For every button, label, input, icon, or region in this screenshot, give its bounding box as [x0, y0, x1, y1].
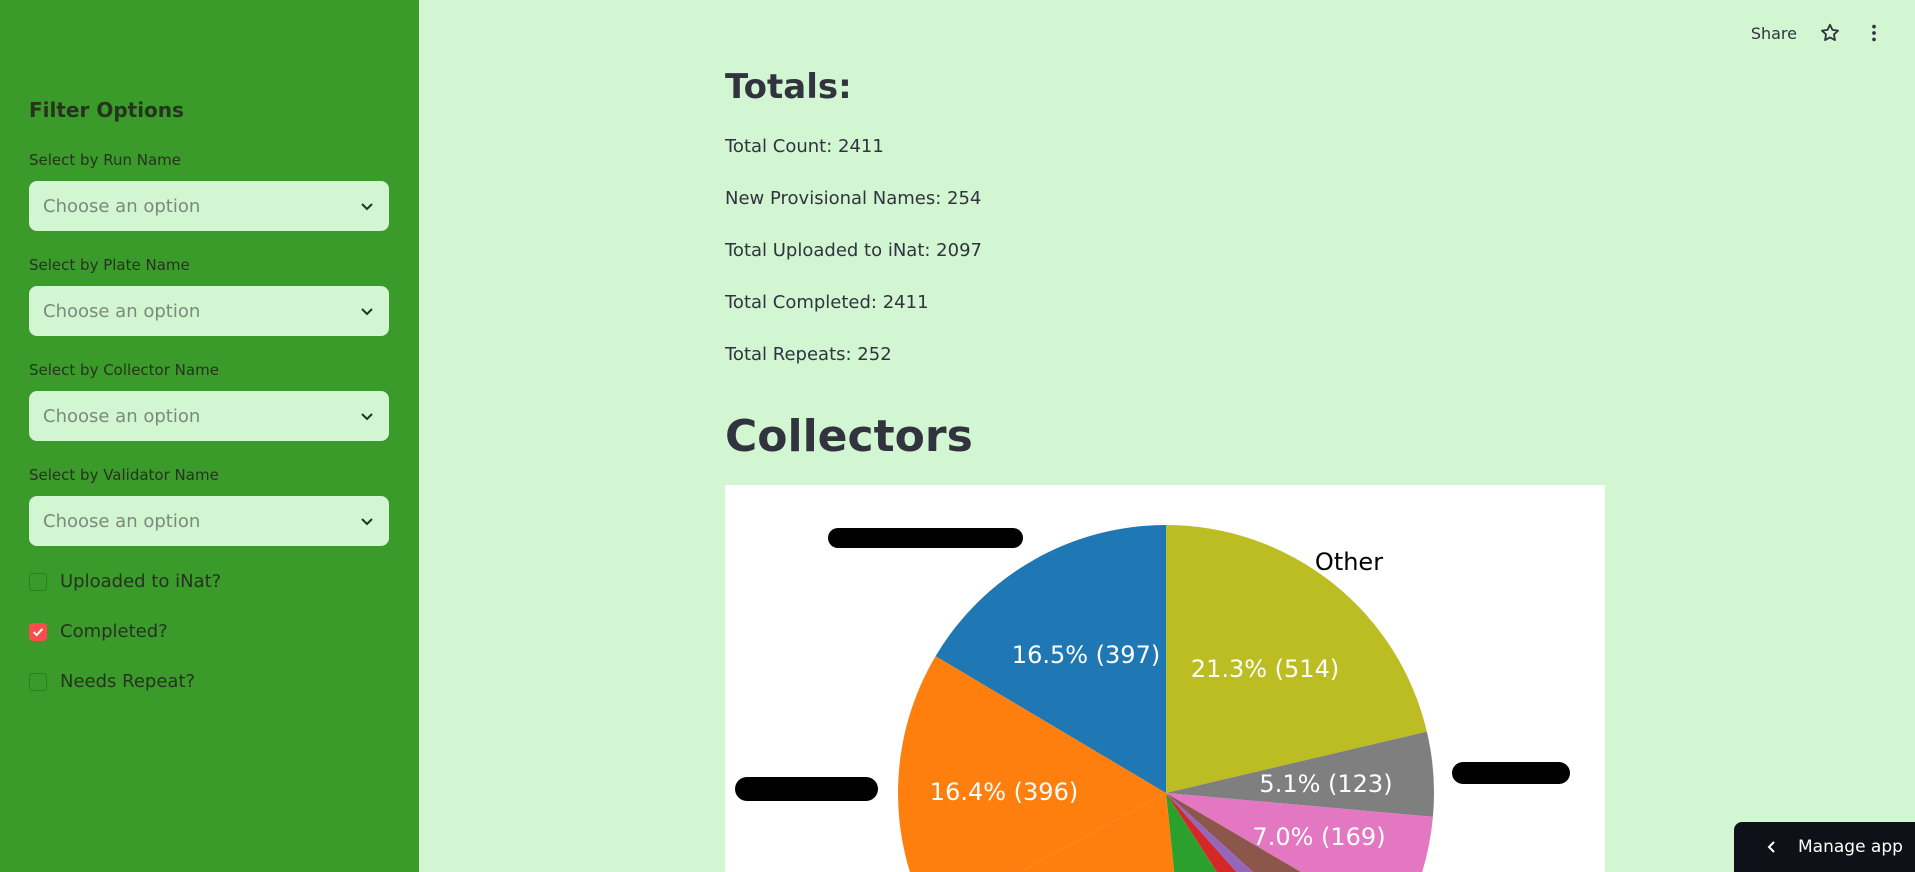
pie-slice-2	[1166, 793, 1433, 872]
label-gray-pct: 5.1% (123)	[1259, 770, 1392, 798]
chevron-down-icon	[361, 518, 373, 526]
sidebar-title: Filter Options	[29, 98, 184, 122]
collector-name-placeholder: Choose an option	[43, 405, 201, 427]
run-name-placeholder: Choose an option	[43, 195, 201, 217]
redaction-mark	[735, 777, 878, 801]
plate-name-label: Select by Plate Name	[29, 256, 190, 274]
sidebar: Filter Options Select by Run Name Choose…	[0, 0, 419, 872]
pie-slice-7	[1019, 793, 1175, 872]
chevron-down-icon	[361, 413, 373, 421]
needs-repeat-checkbox-row[interactable]: Needs Repeat?	[29, 671, 195, 692]
more-vertical-icon[interactable]	[1863, 22, 1885, 44]
run-name-label: Select by Run Name	[29, 151, 181, 169]
validator-name-select[interactable]: Choose an option	[29, 496, 389, 546]
uploaded-checkbox-label: Uploaded to iNat?	[60, 571, 222, 592]
collectors-pie-chart: 21.3% (514) 5.1% (123) 7.0% (169) 16.4% …	[725, 485, 1605, 872]
needs-repeat-checkbox[interactable]	[29, 672, 47, 691]
share-button[interactable]: Share	[1750, 23, 1797, 43]
validator-name-placeholder: Choose an option	[43, 510, 201, 532]
chevron-down-icon	[361, 308, 373, 316]
redaction-mark	[828, 528, 1023, 548]
collector-name-label: Select by Collector Name	[29, 361, 219, 379]
redaction-mark	[1452, 762, 1570, 784]
label-orange-pct: 16.4% (396)	[930, 778, 1078, 806]
plate-name-placeholder: Choose an option	[43, 300, 201, 322]
pie-slice-8	[898, 656, 1166, 872]
plate-name-select[interactable]: Choose an option	[29, 286, 389, 336]
stat-completed: Total Completed: 2411	[725, 292, 929, 313]
label-other: Other	[1315, 548, 1383, 576]
label-blue-pct: 16.5% (397)	[1012, 641, 1160, 669]
stat-uploaded: Total Uploaded to iNat: 2097	[725, 240, 982, 261]
totals-heading: Totals:	[725, 67, 852, 107]
collector-name-select[interactable]: Choose an option	[29, 391, 389, 441]
validator-name-label: Select by Validator Name	[29, 466, 219, 484]
completed-checkbox-row[interactable]: Completed?	[29, 621, 168, 642]
stat-new-provisional: New Provisional Names: 254	[725, 188, 982, 209]
stat-total-count: Total Count: 2411	[725, 136, 884, 157]
uploaded-checkbox-row[interactable]: Uploaded to iNat?	[29, 571, 221, 592]
completed-checkbox-label: Completed?	[60, 621, 168, 642]
label-other-pct: 21.3% (514)	[1191, 655, 1339, 683]
pie-slice-6	[1166, 793, 1217, 872]
needs-repeat-checkbox-label: Needs Repeat?	[60, 671, 196, 692]
collectors-heading: Collectors	[725, 411, 973, 462]
completed-checkbox[interactable]	[29, 622, 47, 641]
chevron-down-icon	[361, 203, 373, 211]
pie-slice-9	[935, 525, 1166, 793]
pie-slice-5	[1166, 793, 1237, 872]
star-icon[interactable]	[1819, 22, 1841, 44]
pie-slice-1	[1166, 731, 1434, 817]
chevron-left-icon	[1767, 841, 1775, 853]
checkmark-icon	[32, 627, 44, 636]
label-pink-pct: 7.0% (169)	[1252, 823, 1385, 851]
manage-app-button[interactable]: Manage app	[1734, 822, 1915, 872]
pie-svg: 21.3% (514) 5.1% (123) 7.0% (169) 16.4% …	[735, 525, 1570, 872]
uploaded-checkbox[interactable]	[29, 572, 47, 591]
pie-slice-0	[1166, 525, 1427, 793]
top-toolbar: Share	[1751, 22, 1885, 44]
run-name-select[interactable]: Choose an option	[29, 181, 389, 231]
stat-repeats: Total Repeats: 252	[725, 344, 892, 365]
manage-app-label: Manage app	[1798, 837, 1903, 857]
